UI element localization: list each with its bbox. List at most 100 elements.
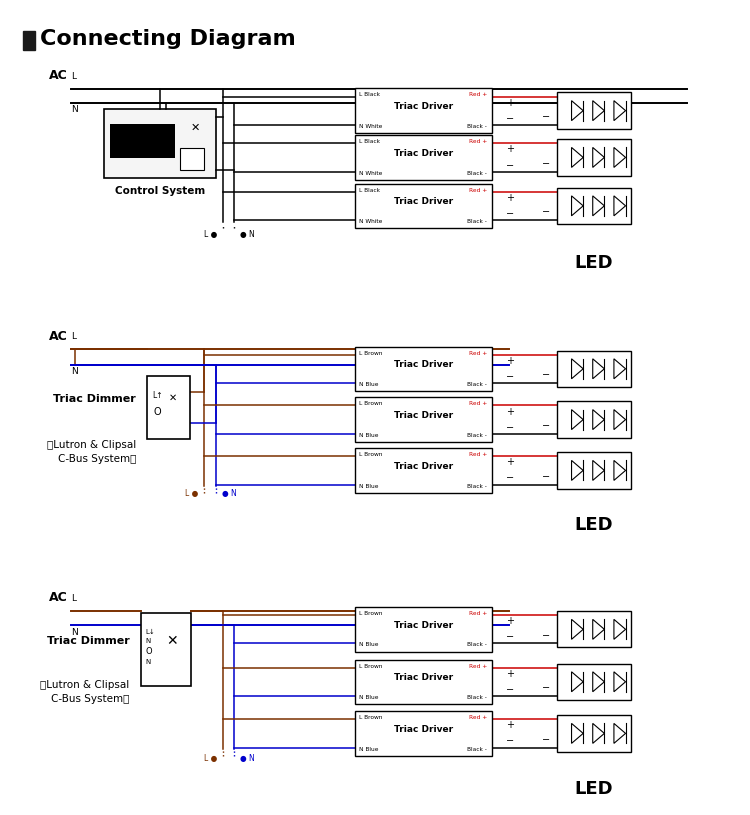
Text: Black -: Black - <box>467 219 488 224</box>
Text: N: N <box>145 659 150 665</box>
Text: Triac Driver: Triac Driver <box>394 725 453 734</box>
Text: Red +: Red + <box>469 92 488 98</box>
Text: N Blue: N Blue <box>359 483 379 488</box>
Text: L↑: L↑ <box>152 391 163 400</box>
Text: N: N <box>71 368 78 377</box>
Text: +: + <box>506 720 515 730</box>
Text: L Black: L Black <box>359 139 380 144</box>
Text: +: + <box>506 98 515 108</box>
Text: L ●: L ● <box>185 489 199 498</box>
Bar <box>141 613 191 685</box>
Text: −: − <box>506 474 515 483</box>
Text: O: O <box>145 647 152 656</box>
Text: Black -: Black - <box>467 642 488 647</box>
Text: L Brown: L Brown <box>359 402 382 407</box>
Text: N: N <box>71 105 78 114</box>
Text: ● N: ● N <box>240 754 255 763</box>
Bar <box>556 402 631 438</box>
Text: N Blue: N Blue <box>359 642 379 647</box>
Text: Triac Driver: Triac Driver <box>394 197 453 206</box>
Text: L Brown: L Brown <box>359 611 382 616</box>
Text: Red +: Red + <box>469 716 488 720</box>
Text: −: − <box>542 159 550 169</box>
Text: ● N: ● N <box>222 489 237 498</box>
Text: Red +: Red + <box>469 139 488 144</box>
Text: Triac Dimmer: Triac Dimmer <box>53 394 136 404</box>
Text: LED: LED <box>574 780 613 798</box>
Text: Triac Dimmer: Triac Dimmer <box>46 637 130 646</box>
Text: +: + <box>506 668 515 679</box>
Text: L ●: L ● <box>204 754 217 763</box>
Bar <box>355 346 492 391</box>
Text: AC: AC <box>49 592 68 605</box>
Text: N Blue: N Blue <box>359 382 379 387</box>
Bar <box>355 398 492 442</box>
Bar <box>355 448 492 492</box>
Text: −: − <box>542 112 550 122</box>
Text: N Blue: N Blue <box>359 695 379 700</box>
Text: N White: N White <box>359 124 382 129</box>
Text: L: L <box>71 72 76 81</box>
Text: −: − <box>506 632 515 642</box>
Bar <box>110 124 175 158</box>
Text: L Brown: L Brown <box>359 663 382 668</box>
Text: Control System: Control System <box>115 186 205 196</box>
Text: −: − <box>506 423 515 433</box>
Text: Red +: Red + <box>469 663 488 668</box>
Text: N: N <box>145 638 150 645</box>
Text: L: L <box>71 593 76 603</box>
Text: Connecting Diagram: Connecting Diagram <box>40 29 296 49</box>
Bar <box>556 611 631 647</box>
Text: −: − <box>542 207 550 218</box>
Text: +: + <box>506 355 515 366</box>
Bar <box>556 716 631 751</box>
Text: +: + <box>506 457 515 467</box>
Text: −: − <box>542 631 550 641</box>
Text: −: − <box>506 114 515 124</box>
Text: N White: N White <box>359 219 382 224</box>
Text: −: − <box>542 370 550 381</box>
Text: Triac Driver: Triac Driver <box>394 462 453 471</box>
Bar <box>147 376 190 439</box>
Bar <box>355 89 492 133</box>
Bar <box>355 183 492 228</box>
Bar <box>556 139 631 175</box>
Text: −: − <box>542 735 550 745</box>
Bar <box>556 350 631 387</box>
Text: ✕: ✕ <box>166 634 178 649</box>
Text: L: L <box>71 333 76 341</box>
Bar <box>355 135 492 179</box>
Text: Triac Driver: Triac Driver <box>394 673 453 682</box>
Text: N White: N White <box>359 170 382 175</box>
Text: −: − <box>506 209 515 219</box>
Text: Black -: Black - <box>467 483 488 488</box>
Text: LED: LED <box>574 254 613 272</box>
Text: −: − <box>506 161 515 170</box>
Text: N Blue: N Blue <box>359 747 379 751</box>
Bar <box>556 92 631 129</box>
Text: Red +: Red + <box>469 350 488 355</box>
Text: （Lutron & Clipsal
C-Bus System）: （Lutron & Clipsal C-Bus System） <box>40 681 130 704</box>
Text: +: + <box>506 144 515 154</box>
Bar <box>355 711 492 756</box>
Text: L Brown: L Brown <box>359 716 382 720</box>
Text: Black -: Black - <box>467 382 488 387</box>
Text: AC: AC <box>49 330 68 343</box>
Text: Black -: Black - <box>467 170 488 175</box>
Text: LED: LED <box>574 517 613 535</box>
Text: AC: AC <box>49 69 68 82</box>
Text: Triac Driver: Triac Driver <box>394 360 453 369</box>
Bar <box>355 607 492 651</box>
Text: Black -: Black - <box>467 433 488 438</box>
Text: Triac Driver: Triac Driver <box>394 149 453 158</box>
Text: N: N <box>71 628 78 637</box>
Bar <box>556 663 631 700</box>
Text: −: − <box>542 421 550 431</box>
Text: ✕: ✕ <box>190 123 200 133</box>
Text: Black -: Black - <box>467 695 488 700</box>
Text: −: − <box>542 472 550 482</box>
Text: L Brown: L Brown <box>359 452 382 457</box>
Text: +: + <box>506 407 515 416</box>
Text: O: O <box>153 407 160 416</box>
Text: Red +: Red + <box>469 187 488 192</box>
